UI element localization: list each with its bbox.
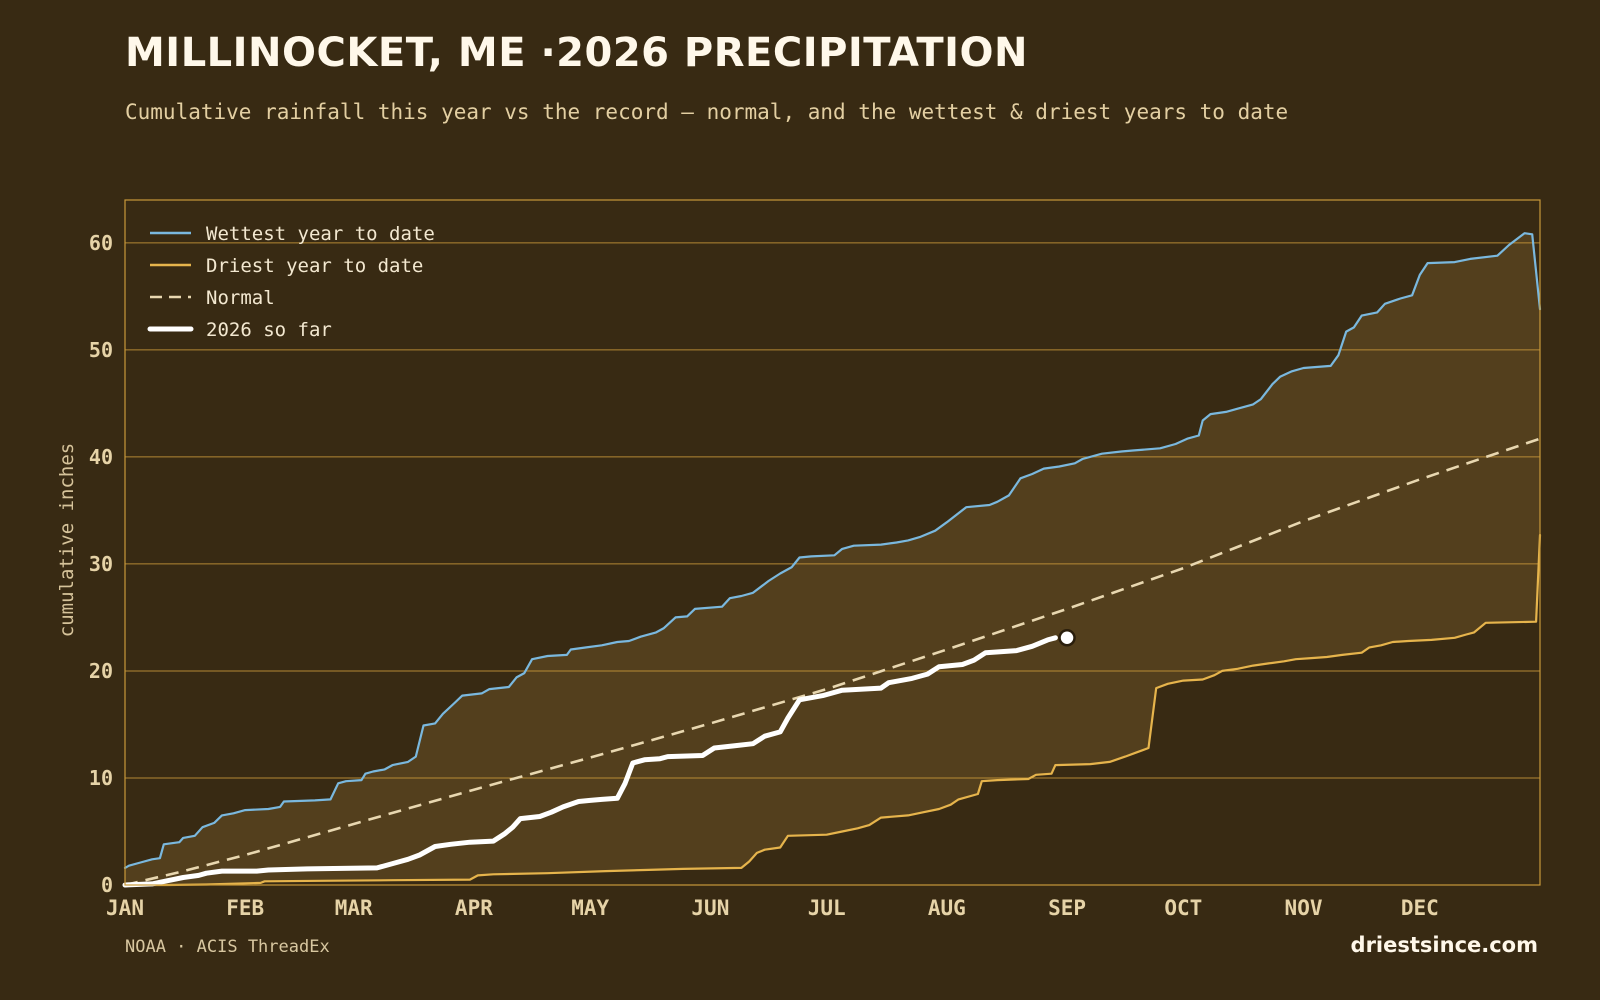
y-tick-0: 0 [101,873,113,897]
y-tick-40: 40 [89,445,113,469]
y-tick-50: 50 [89,338,113,362]
chart-title: MILLINOCKET, ME ·2026 PRECIPITATION [125,30,1028,76]
plot-frame [124,199,1541,886]
x-tick-jul: JUL [808,896,846,920]
grid-lines [125,242,1540,886]
record-range-band [125,233,1540,885]
x-tick-aug: AUG [928,896,966,920]
y-tick-labels: 0 10 20 30 40 50 60 [89,231,113,897]
series-line-2026-so-far [122,635,1058,888]
legend: Wettest year to date Driest year to date N… [147,223,435,341]
legend-label-normal: Normal [206,287,275,309]
brand-link[interactable]: driestsince.com [1350,933,1538,957]
series-line-wettest-year-to-date [123,232,1542,869]
x-tick-labels: JAN FEB MAR APR MAY JUN JUL AUG SEP OCT NOV DEC [106,896,1439,920]
y-tick-30: 30 [89,552,113,576]
x-tick-feb: FEB [226,896,264,920]
band-fill [125,233,1540,885]
source-credit: NOAA · ACIS ThreadEx [125,937,330,957]
plot-border [124,199,1541,886]
x-tick-oct: OCT [1164,896,1202,920]
x-tick-dec: DEC [1401,896,1439,920]
y-tick-20: 20 [89,659,113,683]
legend-label-2026-so-far: 2026 so far [206,319,332,341]
y-tick-60: 60 [89,231,113,255]
x-tick-sep: SEP [1048,896,1086,920]
x-tick-jun: JUN [691,896,729,920]
x-tick-jan: JAN [106,896,144,920]
y-tick-10: 10 [89,766,113,790]
legend-label-driest-year-to-date: Driest year to date [206,255,423,277]
series-line-driest-year-to-date [123,533,1542,887]
x-tick-may: MAY [571,896,609,920]
series-lines [122,232,1542,888]
latest-point-marker [1058,629,1076,647]
chart-subtitle: Cumulative rainfall this year vs the rec… [125,100,1289,124]
legend-label-wettest-year-to-date: Wettest year to date [206,223,435,245]
x-tick-mar: MAR [335,896,373,920]
x-tick-apr: APR [455,896,493,920]
x-tick-nov: NOV [1285,896,1323,920]
